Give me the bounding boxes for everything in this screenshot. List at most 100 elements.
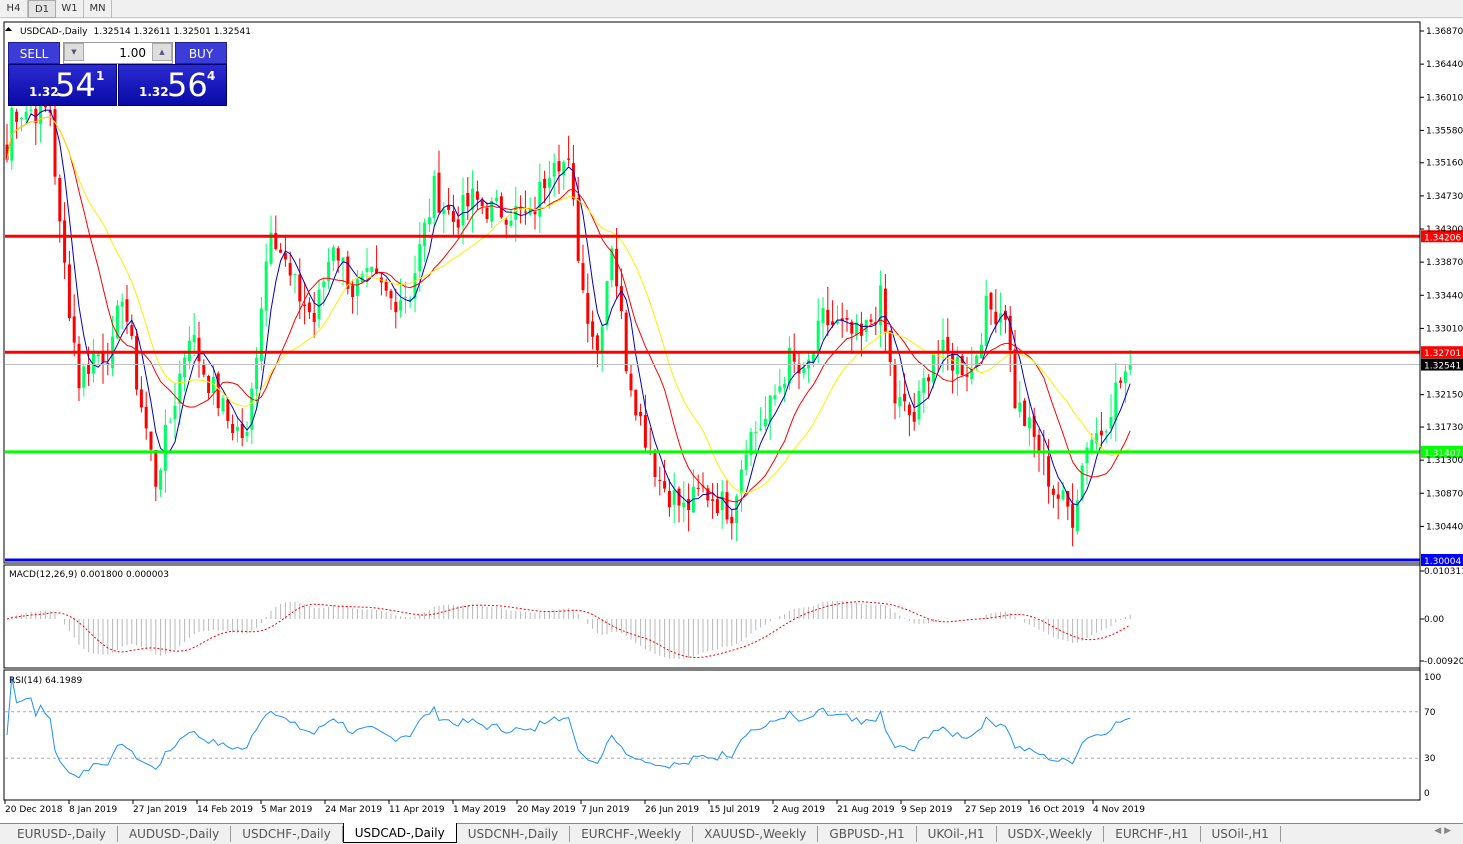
candle-body	[1128, 364, 1132, 370]
buy-price[interactable]: 1.32 56 4	[118, 64, 227, 106]
rsi-axis-label: 30	[1424, 754, 1436, 764]
candle-body	[591, 321, 595, 337]
date-label: 7 Jun 2019	[581, 805, 630, 815]
chart-tab[interactable]: USDCAD-,Daily	[342, 823, 457, 843]
candle-body	[221, 398, 225, 412]
candle-body	[341, 257, 345, 263]
moving-average-line	[6, 116, 1131, 494]
candle-body	[408, 298, 412, 301]
candle-body	[216, 373, 220, 409]
chart-tab[interactable]: USDCHF-,Daily	[231, 826, 343, 842]
candle-body	[1104, 431, 1108, 433]
macd-pane: 0.010311 0.00 -0.009203	[6, 567, 1463, 667]
moving-averages	[6, 109, 1131, 511]
buy-button[interactable]: BUY	[175, 42, 227, 64]
chart-tab[interactable]: USDX-,Weekly	[997, 826, 1105, 842]
candle-body	[951, 354, 955, 371]
date-label: 9 Sep 2019	[901, 805, 953, 815]
candle-body	[39, 98, 43, 124]
candle-body	[466, 192, 470, 207]
lot-size-input[interactable]: 1.00	[63, 42, 173, 64]
candle-body	[53, 109, 57, 177]
candle-body	[82, 366, 86, 388]
candle-body	[744, 454, 748, 470]
candle-body	[279, 249, 283, 253]
chart-tab[interactable]: XAUUSD-,Weekly	[693, 826, 819, 842]
candle-body	[672, 490, 676, 505]
candle-body	[19, 117, 23, 120]
candle-body	[298, 274, 302, 302]
candle-body	[1023, 400, 1027, 426]
candle-body	[288, 263, 292, 276]
candle-body	[360, 273, 364, 283]
candle-body	[898, 397, 902, 407]
candle-body	[173, 405, 177, 420]
candle-body	[586, 293, 590, 324]
tab-scroll-arrows-icon[interactable]: ◀ ▶	[1434, 826, 1451, 836]
timeframe-w1[interactable]: W1	[56, 0, 84, 18]
current-price-label: 1.32541	[1424, 362, 1461, 372]
price-tick-label: 1.34300	[1426, 225, 1463, 235]
candle-body	[763, 418, 767, 427]
chart-tab[interactable]: USOil-,H1	[1201, 826, 1281, 842]
sell-price[interactable]: 1.32 54 1	[8, 64, 117, 106]
candle-body	[970, 369, 974, 380]
timeframe-d1[interactable]: D1	[28, 0, 56, 18]
price-tick-label: 1.31730	[1426, 423, 1463, 433]
candle-body	[231, 423, 235, 434]
candle-body	[351, 285, 355, 298]
chart-tab[interactable]: AUDUSD-,Daily	[118, 826, 232, 842]
collapse-arrow-icon[interactable]	[5, 27, 12, 31]
candle-body	[499, 196, 503, 218]
chart-tab[interactable]: EURCHF-,Weekly	[570, 826, 694, 842]
chart-tab[interactable]: EURUSD-,Daily	[6, 826, 118, 842]
candle-body	[1095, 433, 1099, 444]
candle-body	[1051, 488, 1055, 495]
candle-body	[202, 364, 206, 375]
timeframe-mn[interactable]: MN	[84, 0, 112, 18]
candle-body	[67, 264, 71, 319]
price-tick-label: 1.31300	[1426, 456, 1463, 466]
candle-body	[226, 399, 230, 421]
candle-body	[835, 321, 839, 324]
date-axis: 20 Dec 2018 8 Jan 2019 27 Jan 2019 14 Feb 2…	[4, 800, 1145, 815]
timeframe-h4[interactable]: H4	[0, 0, 28, 18]
lot-increase-icon[interactable]: ▲	[152, 43, 172, 61]
lot-decrease-icon[interactable]: ▼	[64, 43, 84, 61]
candle-body	[768, 395, 772, 422]
sell-button[interactable]: SELL	[8, 42, 60, 64]
candle-body	[34, 108, 38, 123]
candle-body	[1123, 371, 1127, 383]
candle-body	[135, 336, 139, 390]
candle-body	[720, 491, 724, 511]
candle-body	[826, 309, 830, 326]
candle-body	[975, 355, 979, 367]
current-price-tag	[1421, 358, 1463, 371]
candle-body	[831, 321, 835, 326]
date-label: 27 Jan 2019	[133, 805, 187, 815]
candle-body	[1119, 380, 1123, 383]
candle-body	[989, 292, 993, 310]
price-tick-label: 1.36010	[1426, 93, 1463, 103]
candle-body	[773, 395, 777, 400]
candle-body	[509, 220, 513, 226]
chart-tab[interactable]: GBPUSD-,H1	[818, 826, 917, 842]
candle-body	[749, 431, 753, 455]
candle-body	[327, 261, 331, 281]
one-click-trading-panel: SELL 1.00 ▼ ▲ BUY 1.32 54 1 1.32 56 4	[8, 42, 227, 106]
candle-body	[1075, 500, 1079, 532]
date-label: 15 Jul 2019	[709, 805, 760, 815]
candle-body	[725, 492, 729, 520]
candle-body	[965, 374, 969, 377]
date-label: 8 Jan 2019	[69, 805, 117, 815]
chart-tab[interactable]: EURCHF-,H1	[1104, 826, 1201, 842]
macd-label: MACD(12,26,9) 0.001800 0.000003	[9, 570, 169, 580]
chart-tab[interactable]: UKOil-,H1	[917, 826, 997, 842]
date-label: 5 Mar 2019	[261, 805, 313, 815]
candle-body	[1008, 315, 1012, 351]
chart-tab[interactable]: USDCNH-,Daily	[457, 826, 571, 842]
candle-body	[816, 320, 820, 354]
candle-body	[523, 211, 527, 213]
candle-body	[1003, 310, 1007, 320]
